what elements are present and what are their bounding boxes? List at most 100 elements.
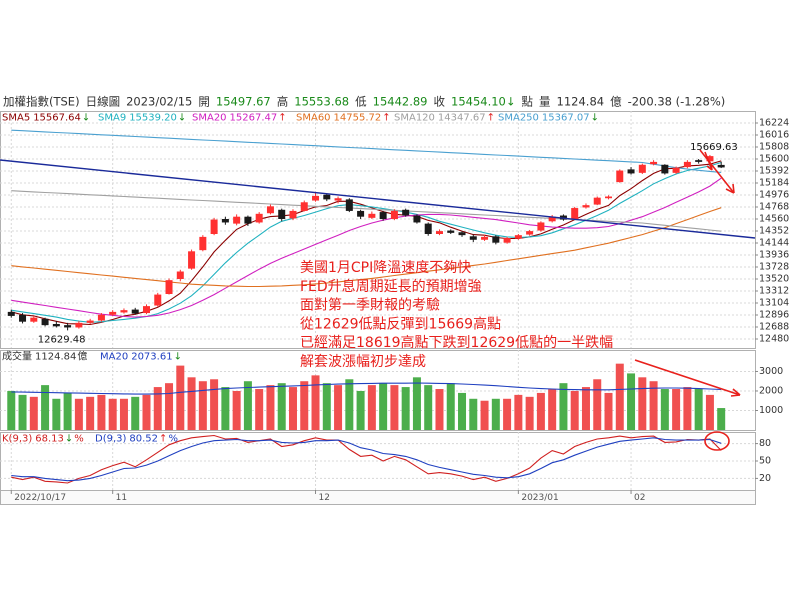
series-line	[11, 207, 722, 288]
volume-bar	[300, 381, 309, 430]
legend-value: 68.13	[35, 434, 64, 445]
annotation-text: FED升息周期延長的預期增強	[300, 278, 482, 295]
volume-bar	[548, 389, 557, 430]
legend-arrow: ↑	[159, 434, 167, 445]
legend-value: 14755.72	[334, 113, 382, 124]
y-tick-label: 12896	[759, 310, 789, 321]
header-item: 加權指數(TSE)	[3, 95, 80, 109]
candle-body	[300, 202, 308, 211]
header-item: 15442.89	[373, 95, 428, 109]
x-tick-label: 11	[116, 493, 127, 503]
candle-body	[469, 236, 477, 240]
low-label: 12629.48	[38, 334, 86, 345]
header-item: -200.38 (-1.28%)	[628, 95, 726, 109]
volume-bar	[108, 398, 117, 430]
y-tick-label: 13936	[759, 250, 789, 261]
x-tick-label: 12	[319, 493, 330, 503]
candle-body	[278, 209, 286, 219]
volume-bar	[367, 385, 376, 430]
volume-bar	[288, 387, 297, 430]
legend-value: 15567.64	[33, 113, 81, 124]
volume-bar	[491, 398, 500, 430]
candle-body	[323, 194, 331, 200]
legend-name: SMA5	[2, 113, 30, 124]
legend-value: 2073.61	[131, 352, 172, 363]
volume-bar	[210, 379, 219, 430]
candle-body	[233, 216, 241, 224]
legend-name: K(9,3)	[2, 434, 32, 445]
candle-body	[593, 197, 601, 205]
volume-bar	[97, 394, 106, 430]
volume-bar	[649, 381, 658, 430]
x-tick-label: 2022/10/17	[14, 493, 66, 503]
volume-bar	[86, 396, 95, 430]
y-tick-label: 14144	[759, 238, 789, 249]
legend-value: 15267.47	[230, 113, 278, 124]
candle-body	[176, 271, 184, 279]
candle-body	[30, 317, 38, 322]
volume-bar	[458, 392, 467, 430]
y-tick-label: 14976	[759, 190, 789, 201]
candle-body	[582, 205, 590, 208]
candle-body	[244, 216, 252, 224]
volume-bar	[131, 396, 140, 430]
volume-bar	[525, 396, 534, 430]
volume-bar	[74, 398, 83, 430]
y-tick-label: 16016	[759, 130, 789, 141]
legend-arrow: ↓	[65, 434, 73, 445]
legend-name: SMA9	[98, 113, 126, 124]
candle-body	[52, 324, 60, 327]
header-item: 開	[198, 95, 210, 109]
volume-bar	[401, 387, 410, 430]
candle-body	[41, 318, 49, 326]
header-item: 15553.68	[294, 95, 349, 109]
highlight-circle	[704, 431, 730, 451]
volume-bar	[198, 381, 207, 430]
annotation-text: 已經滿足18619高點下跌到12629低點的一半跌幅	[300, 334, 613, 351]
candle-body	[661, 164, 669, 174]
volume-unit: 億	[77, 350, 87, 363]
annotation-text: 面對第一季財報的考驗	[300, 297, 440, 314]
arrow-head	[730, 388, 741, 397]
header-item: 點	[522, 95, 534, 109]
candle-body	[142, 306, 150, 314]
candle-body	[312, 195, 320, 201]
y-tick-label: 20	[759, 473, 771, 484]
candle-body	[605, 196, 613, 199]
volume-bar	[604, 392, 613, 430]
volume-bar	[176, 365, 185, 430]
legend-arrow: ↑	[487, 113, 495, 124]
candle-body	[19, 314, 27, 322]
high-label: 15669.63	[690, 142, 738, 153]
volume-bar	[142, 394, 151, 430]
legend-suffix: %	[168, 434, 178, 445]
legend-suffix: %	[74, 434, 84, 445]
header-item: 億	[610, 95, 622, 109]
volume-bar	[379, 383, 388, 430]
legend-value: 14347.67	[438, 113, 486, 124]
header-item: 低	[355, 95, 367, 109]
candle-body	[97, 314, 105, 321]
candle-body	[481, 236, 489, 240]
volume-bar	[435, 389, 444, 430]
y-tick-label: 50	[759, 456, 771, 467]
y-tick-label: 15600	[759, 154, 789, 165]
candle-body	[435, 231, 443, 234]
candle-body	[7, 311, 15, 316]
candle-body	[571, 208, 579, 219]
legend-arrow: ↓	[591, 113, 599, 124]
volume-bar	[469, 398, 478, 430]
series-line	[11, 434, 722, 484]
candle-body	[368, 213, 376, 218]
volume-bar	[424, 385, 433, 430]
candle-body	[210, 219, 218, 234]
y-tick-label: 12688	[759, 322, 789, 333]
date-axis	[0, 490, 756, 505]
volume-bar	[187, 377, 196, 430]
legend-name: SMA20	[192, 113, 227, 124]
legend-name: SMA120	[394, 113, 435, 124]
volume-bar	[536, 392, 545, 430]
candle-body	[706, 156, 714, 162]
x-tick-label: 2023/01	[521, 493, 558, 503]
y-tick-label: 1000	[759, 405, 783, 416]
